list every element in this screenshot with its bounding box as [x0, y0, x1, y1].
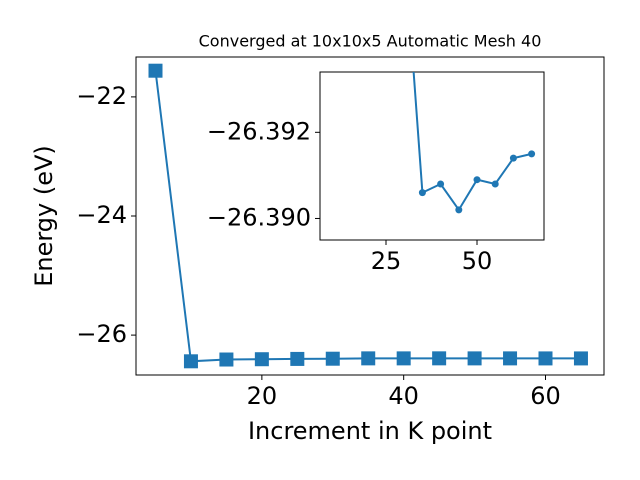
marker: [437, 180, 445, 188]
marker: [290, 351, 305, 366]
marker: [418, 189, 426, 197]
marker: [528, 150, 536, 158]
marker: [455, 206, 463, 214]
y-tick-label: −24: [76, 201, 127, 229]
y-tick-label: −26.390: [207, 203, 311, 231]
plot-frame: [319, 71, 545, 241]
marker: [361, 351, 376, 366]
y-tick-label: −26: [76, 320, 127, 348]
marker: [219, 352, 234, 367]
x-axis-label: Increment in K point: [248, 417, 492, 445]
marker: [254, 352, 269, 367]
marker: [432, 351, 447, 366]
marker: [473, 176, 481, 184]
marker: [503, 351, 518, 366]
marker: [538, 351, 553, 366]
y-axis-label: Energy (eV): [30, 145, 58, 287]
y-tick-label: −26.392: [207, 117, 311, 145]
marker: [467, 351, 482, 366]
marker: [509, 154, 517, 162]
marker: [573, 351, 588, 366]
x-tick-label: 25: [371, 247, 402, 275]
x-tick-label: 40: [388, 382, 419, 410]
marker: [396, 351, 411, 366]
chart-title: Converged at 10x10x5 Automatic Mesh 40: [199, 32, 542, 51]
x-tick-label: 20: [247, 382, 278, 410]
marker: [325, 351, 340, 366]
x-tick-label: 50: [462, 247, 493, 275]
y-tick-label: −22: [76, 82, 127, 110]
marker: [148, 63, 163, 78]
marker: [491, 180, 499, 188]
marker: [183, 354, 198, 369]
x-tick-label: 60: [530, 382, 561, 410]
